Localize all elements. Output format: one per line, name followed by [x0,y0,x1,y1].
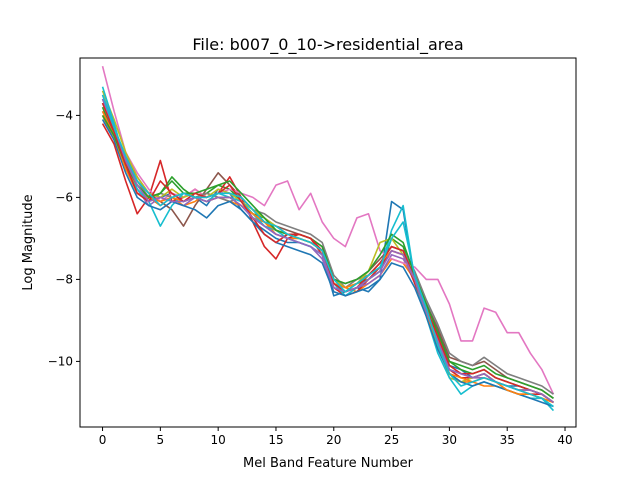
series-line-11 [101,119,554,408]
x-tick-label: 15 [268,433,283,447]
y-tick-label: −6 [55,190,73,204]
y-tick-label: −4 [55,108,73,122]
y-axis: −10 −8 −6 −4 [48,108,80,368]
series-line-15 [101,98,554,404]
x-tick-label: 5 [157,433,165,447]
x-tick-label: 25 [384,433,399,447]
x-tick-label: 0 [99,433,107,447]
x-axis: 0 5 10 15 20 25 30 35 40 [99,427,573,447]
x-tick-label: 20 [326,433,341,447]
x-tick-label: 10 [211,433,226,447]
y-tick-label: −10 [48,354,73,368]
x-tick-label: 35 [500,433,515,447]
x-tick-label: 30 [442,433,457,447]
series-layer [101,66,555,412]
chart-title: File: b007_0_10->residential_area [192,35,463,55]
plot-frame [79,57,577,428]
y-axis-label: Log Magnitude [21,194,36,290]
y-tick-label: −8 [55,272,73,286]
x-axis-label: Mel Band Feature Number [243,456,414,471]
x-tick-label: 40 [557,433,572,447]
series-line-16 [101,94,554,408]
